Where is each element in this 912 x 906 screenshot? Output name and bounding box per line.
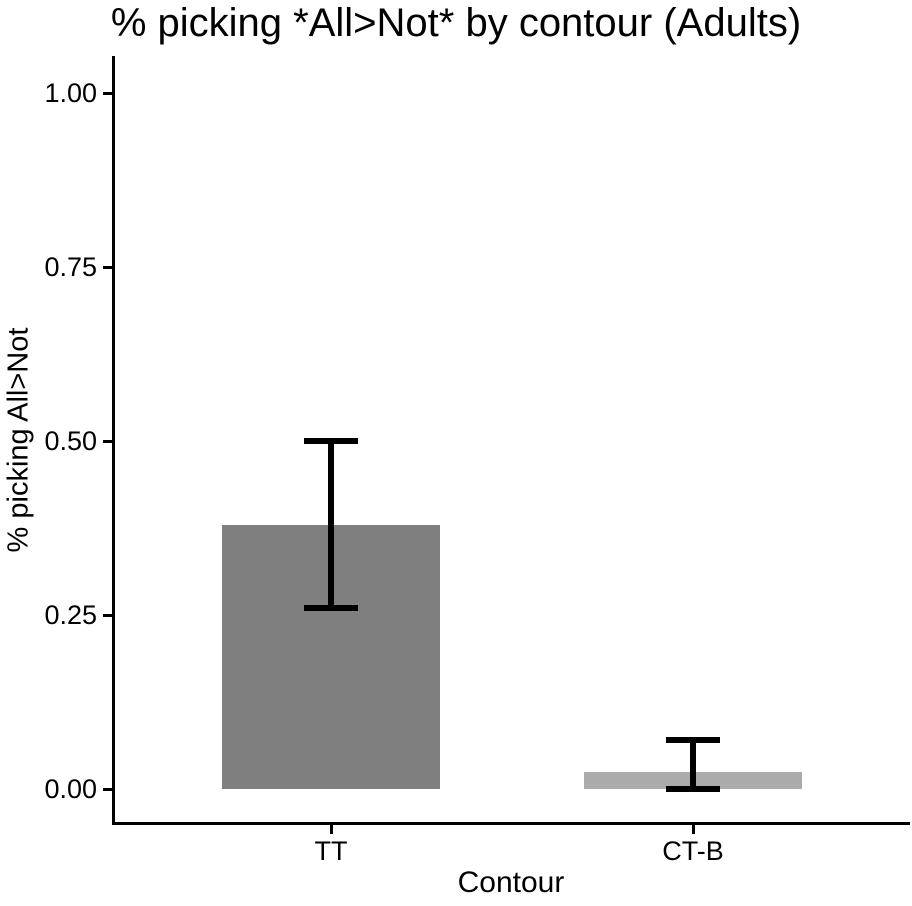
x-tick-label-ct-b: CT-B xyxy=(662,836,724,866)
error-bar-cap-bottom-ct-b xyxy=(666,786,720,792)
x-axis-line xyxy=(112,822,910,825)
error-bar-line-ct-b xyxy=(690,740,696,789)
x-axis-title: Contour xyxy=(457,866,565,899)
y-tick-mark-1.00 xyxy=(103,92,112,95)
x-tick-mark-tt xyxy=(330,825,333,834)
y-axis-line xyxy=(112,56,115,825)
error-bar-cap-top-tt xyxy=(304,438,358,444)
x-tick-label-tt: TT xyxy=(314,836,348,866)
y-tick-label-0.50: 0.50 xyxy=(44,426,97,456)
y-tick-label-0.25: 0.25 xyxy=(44,600,97,630)
y-tick-mark-0.00 xyxy=(103,788,112,791)
y-tick-mark-0.75 xyxy=(103,266,112,269)
y-tick-label-0.75: 0.75 xyxy=(44,252,97,282)
error-bar-cap-top-ct-b xyxy=(666,737,720,743)
y-tick-mark-0.50 xyxy=(103,440,112,443)
chart-title: % picking *All>Not* by contour (Adults) xyxy=(110,1,802,45)
y-tick-label-1.00: 1.00 xyxy=(44,78,97,108)
x-tick-mark-ct-b xyxy=(692,825,695,834)
y-tick-mark-0.25 xyxy=(103,614,112,617)
error-bar-cap-bottom-tt xyxy=(304,605,358,611)
error-bar-line-tt xyxy=(328,441,334,608)
y-tick-label-0.00: 0.00 xyxy=(44,774,97,804)
